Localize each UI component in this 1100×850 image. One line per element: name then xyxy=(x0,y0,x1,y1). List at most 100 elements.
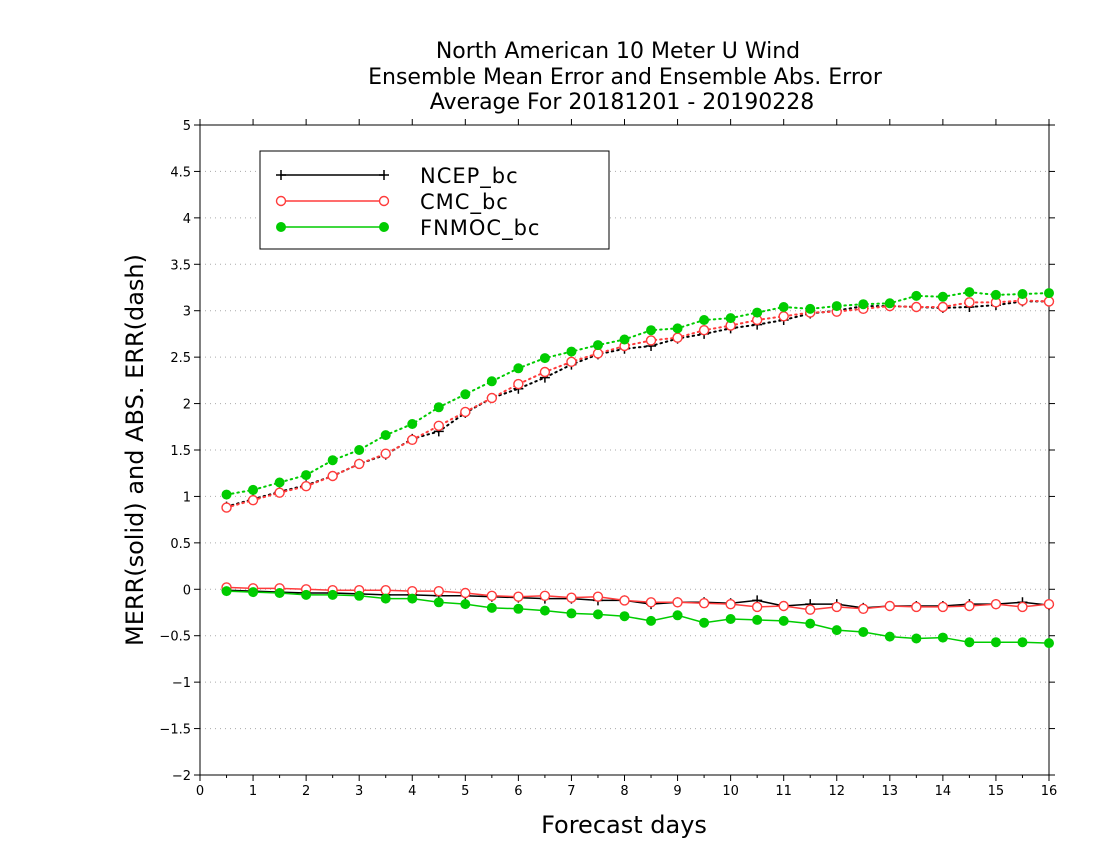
data-point xyxy=(513,591,524,602)
y-tick-label: 4 xyxy=(183,212,191,227)
x-tick-label: 7 xyxy=(567,784,575,799)
abs-err-line xyxy=(225,291,1050,496)
legend-label: FNMOC_bc xyxy=(420,216,540,241)
data-point xyxy=(778,600,789,612)
x-tick-label: 6 xyxy=(514,784,522,799)
chart-title-line-1: North American 10 Meter U Wind xyxy=(436,39,800,64)
y-axis-ticks: −2 −1.5 −1 −0.5 0 0.5 1 1.5 2 2.5 3 3.5 4 4.5 5 xyxy=(159,119,1055,784)
data-point xyxy=(752,614,763,625)
data-point xyxy=(1043,296,1055,307)
data-point xyxy=(327,470,338,482)
legend-label: NCEP_bc xyxy=(420,164,519,189)
y-tick-label: 1.5 xyxy=(170,444,191,459)
data-point xyxy=(831,601,842,613)
y-tick-label: 1 xyxy=(183,490,191,505)
merr-line xyxy=(226,589,1050,609)
data-point xyxy=(592,348,604,359)
data-point xyxy=(990,289,1001,300)
chart-title-line-3: Average For 20181201 - 20190228 xyxy=(430,90,815,115)
series-CMC_bc xyxy=(221,295,1055,615)
data-point xyxy=(274,487,285,498)
data-point xyxy=(619,611,630,622)
data-point xyxy=(884,600,896,612)
data-point xyxy=(990,637,1001,648)
x-tick-label: 0 xyxy=(196,784,204,799)
data-point xyxy=(592,591,604,602)
x-tick-label: 10 xyxy=(722,784,739,799)
data-point xyxy=(911,290,922,301)
data-point xyxy=(831,301,842,312)
data-point xyxy=(486,590,498,601)
data-point xyxy=(301,470,312,481)
data-point xyxy=(275,195,287,207)
data-point xyxy=(831,625,842,636)
y-tick-label: 4.5 xyxy=(170,165,191,180)
chart-title-line-2: Ensemble Mean Error and Ensemble Abs. Er… xyxy=(368,65,883,90)
data-point xyxy=(645,335,657,346)
data-point xyxy=(407,434,418,445)
data-point xyxy=(539,366,551,378)
data-point xyxy=(778,302,789,312)
x-tick-label: 14 xyxy=(935,784,952,799)
data-point xyxy=(751,601,763,613)
data-point xyxy=(566,592,577,603)
x-tick-label: 4 xyxy=(408,784,416,799)
y-tick-label: 3.5 xyxy=(170,258,191,273)
data-point xyxy=(221,489,232,500)
data-point xyxy=(486,392,498,404)
data-point xyxy=(645,597,657,608)
data-point xyxy=(699,315,710,325)
data-point xyxy=(672,332,683,343)
data-point xyxy=(858,627,869,637)
series-group xyxy=(221,287,1055,649)
data-point xyxy=(646,615,657,626)
data-point xyxy=(911,633,922,644)
data-point xyxy=(433,402,444,413)
y-tick-label: 0.5 xyxy=(170,537,191,552)
data-point xyxy=(433,597,444,608)
data-point xyxy=(300,481,312,492)
data-point xyxy=(276,170,286,180)
data-point xyxy=(699,617,710,628)
data-point xyxy=(327,589,338,600)
data-point xyxy=(964,287,975,298)
data-point xyxy=(964,297,975,308)
data-point xyxy=(937,632,948,643)
data-point xyxy=(672,610,683,621)
y-tick-label: −1.5 xyxy=(159,723,191,738)
x-tick-label: 12 xyxy=(828,784,845,799)
data-point xyxy=(407,593,418,604)
data-point xyxy=(513,363,524,374)
data-point xyxy=(725,598,736,610)
x-tick-label: 13 xyxy=(882,784,899,799)
data-point xyxy=(566,356,577,367)
data-point xyxy=(619,595,630,606)
y-tick-label: 5 xyxy=(183,119,191,134)
legend-entry-NCEP_bc: NCEP_bc xyxy=(276,164,519,189)
data-point xyxy=(433,585,444,597)
data-point xyxy=(592,609,603,620)
y-tick-label: −2 xyxy=(172,769,191,784)
x-tick-label: 15 xyxy=(988,784,1005,799)
data-point xyxy=(513,378,524,390)
data-point xyxy=(486,376,497,387)
data-point xyxy=(672,323,683,334)
x-tick-label: 2 xyxy=(302,784,310,799)
data-point xyxy=(460,587,471,599)
y-tick-label: 0 xyxy=(183,583,191,598)
data-point xyxy=(937,601,949,613)
data-point xyxy=(247,494,259,506)
data-point xyxy=(248,587,259,598)
data-point xyxy=(248,484,259,495)
x-axis-label: Forecast days xyxy=(541,811,707,839)
data-point xyxy=(646,325,657,336)
data-point xyxy=(513,603,524,614)
x-tick-label: 5 xyxy=(461,784,469,799)
merr-line xyxy=(226,586,1050,611)
data-point xyxy=(407,419,418,429)
data-point xyxy=(911,301,922,313)
y-tick-label: 2 xyxy=(183,398,191,413)
data-point xyxy=(725,313,736,324)
data-point xyxy=(964,637,975,648)
